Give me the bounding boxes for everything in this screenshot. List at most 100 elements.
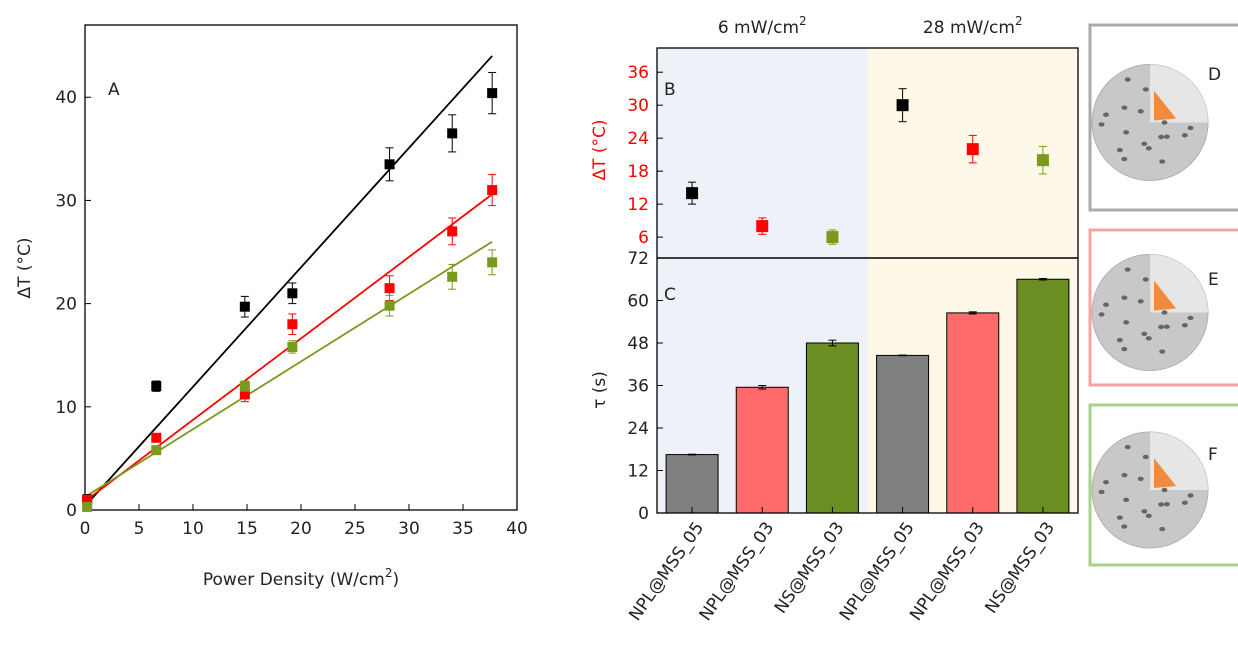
pore [1141, 331, 1148, 336]
pore [1123, 320, 1130, 325]
point [487, 185, 498, 196]
pore [1121, 524, 1128, 529]
x-axis-label-text: Power Density (W/cm [203, 570, 385, 590]
x-tick-label: NS@MSS_03 [771, 518, 849, 617]
point [239, 301, 250, 312]
pore [1124, 77, 1131, 82]
group-label: 28 mW/cm2 [923, 14, 1023, 38]
pore [1121, 295, 1128, 300]
y-axis-label: ΔT (°C) [15, 237, 35, 298]
pore [1137, 476, 1144, 482]
pore [1158, 502, 1165, 507]
point [82, 501, 93, 512]
point [384, 283, 395, 294]
x-tick-label: 30 [398, 519, 420, 539]
pore [1181, 133, 1188, 138]
pore [1103, 112, 1110, 117]
pore [1145, 513, 1152, 518]
error-bar [688, 453, 697, 456]
x-axis-label-sup: 2 [385, 566, 393, 580]
core [1154, 458, 1177, 488]
point [287, 319, 298, 330]
x-axis-label: Power Density (W/cm2) [203, 566, 399, 590]
group-label-text: 28 mW/cm [923, 18, 1015, 38]
y-tick-label: 36 [627, 377, 649, 397]
x-tick-label: 40 [506, 519, 528, 539]
y-tick-label: 6 [638, 228, 649, 248]
y-tick-label: 60 [627, 292, 649, 312]
panel-letter: D [1208, 65, 1221, 85]
x-tick-label: NS@MSS_03 [981, 518, 1059, 617]
pore [1121, 105, 1128, 110]
x-tick-label: 35 [452, 519, 474, 539]
y-tick-label: 72 [627, 249, 649, 269]
x-tick-label: 10 [182, 519, 204, 539]
pore [1181, 500, 1188, 505]
fit-line [86, 55, 493, 505]
y-tick-label: 12 [627, 462, 649, 482]
point [686, 187, 699, 200]
point [151, 445, 162, 456]
point [151, 381, 162, 392]
point [966, 143, 979, 156]
y-tick-label: 12 [627, 195, 649, 215]
pore [1187, 125, 1194, 131]
pore [1137, 109, 1144, 114]
bar [876, 354, 930, 514]
y-tick-label: 24 [627, 129, 649, 149]
group-label-sup: 2 [799, 14, 807, 28]
pore [1098, 489, 1105, 495]
point [896, 99, 909, 112]
pore [1163, 324, 1170, 329]
x-tick-label: NPL@MSS_05 [625, 518, 708, 624]
y-axis-label: τ (s) [590, 371, 610, 409]
pore [1159, 349, 1166, 354]
point [287, 288, 298, 299]
bar [735, 386, 789, 514]
bar [946, 312, 1000, 514]
error-bar [968, 311, 977, 315]
point [384, 300, 395, 311]
pore [1142, 277, 1149, 282]
pore [1187, 493, 1194, 498]
point [384, 159, 395, 170]
panel-letter: C [664, 285, 676, 305]
y-tick-label: 18 [627, 162, 649, 182]
pore [1098, 312, 1105, 317]
pore [1159, 159, 1166, 164]
y-tick-label: 36 [627, 63, 649, 83]
panel-letter: B [664, 80, 676, 100]
pore [1116, 147, 1123, 153]
y-tick-label: 20 [55, 295, 77, 315]
point [487, 88, 498, 99]
pore [1158, 324, 1165, 330]
point [239, 389, 250, 400]
pore [1124, 444, 1131, 450]
point [151, 432, 162, 443]
bar [1016, 278, 1070, 514]
point [447, 226, 458, 237]
panel-letter: F [1208, 445, 1218, 465]
pore [1124, 267, 1131, 272]
bar [665, 454, 719, 514]
pore [1123, 130, 1130, 135]
pore [1145, 146, 1152, 151]
x-tick-label: 20 [290, 519, 312, 539]
pore [1145, 336, 1152, 341]
bar [805, 342, 859, 514]
pore [1098, 122, 1105, 127]
pore [1161, 487, 1168, 493]
pore [1137, 299, 1144, 304]
pore [1103, 302, 1110, 307]
pore [1142, 87, 1149, 92]
point [239, 381, 250, 392]
y-tick-label: 40 [55, 88, 77, 108]
x-tick-label: NPL@MSS_03 [906, 518, 989, 624]
error-bar [1038, 278, 1047, 281]
pore [1161, 120, 1168, 125]
pore [1161, 310, 1168, 315]
pore [1181, 323, 1188, 328]
x-tick-label: NPL@MSS_05 [836, 518, 919, 624]
point [287, 341, 298, 352]
